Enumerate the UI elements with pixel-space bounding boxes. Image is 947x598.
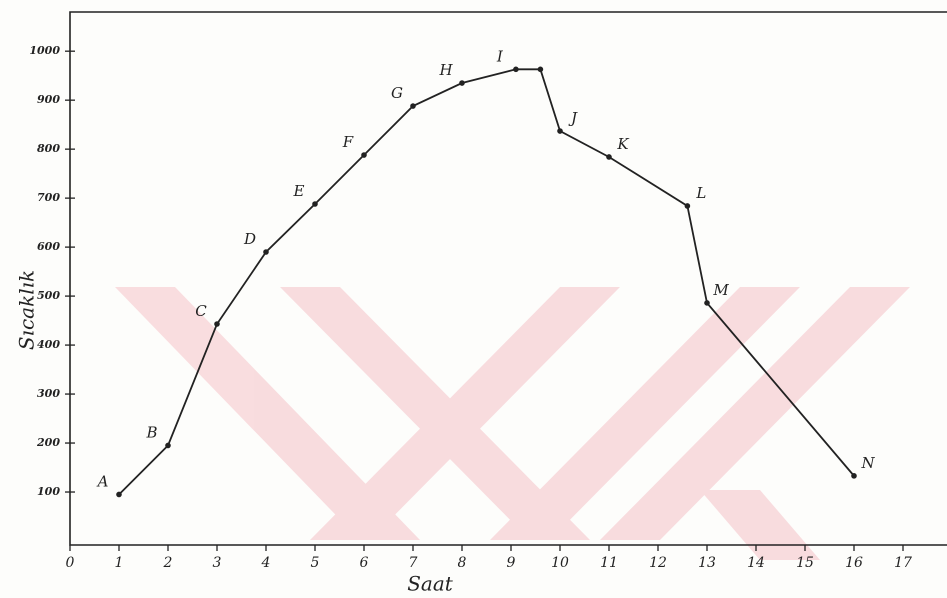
x-tick-label: 7 — [409, 555, 418, 571]
x-tick-label: 11 — [600, 555, 618, 571]
point-label: G — [391, 84, 403, 102]
x-tick-label: 5 — [311, 555, 320, 571]
data-point — [214, 321, 220, 327]
data-point — [606, 154, 612, 160]
x-tick-label: 17 — [894, 555, 912, 571]
y-tick-label: 1000 — [29, 44, 60, 57]
chart: Sıcaklık Saat 10020030040050060070080090… — [0, 0, 947, 598]
x-tick-label: 0 — [66, 555, 75, 571]
x-tick-label: 16 — [845, 555, 863, 571]
y-tick-label: 500 — [37, 289, 60, 302]
data-point — [513, 67, 519, 73]
y-tick-label: 600 — [37, 240, 60, 253]
point-label: B — [145, 423, 157, 441]
point-label: M — [712, 281, 729, 299]
y-tick-label: 200 — [36, 436, 60, 449]
point-label: K — [616, 135, 629, 153]
x-axis-label: Saat — [407, 572, 454, 596]
data-point — [851, 473, 857, 479]
data-point — [361, 152, 367, 158]
x-tick-label: 12 — [649, 555, 667, 571]
point-label: N — [860, 454, 875, 472]
data-point — [538, 67, 544, 73]
point-label: A — [96, 472, 109, 490]
point-label: F — [342, 133, 354, 151]
y-tick-label: 300 — [37, 387, 60, 400]
y-tick-label: 400 — [37, 338, 60, 351]
data-point — [704, 300, 710, 306]
point-label: I — [496, 47, 504, 65]
data-point — [685, 203, 691, 209]
point-label: C — [195, 302, 207, 320]
x-tick-label: 14 — [747, 555, 765, 571]
point-label: E — [293, 182, 305, 200]
x-tick-label: 3 — [213, 555, 222, 571]
point-label: D — [243, 230, 256, 248]
data-point — [116, 492, 122, 498]
y-axis-label: Sıcaklık — [15, 270, 39, 350]
x-tick-label: 9 — [507, 555, 516, 571]
x-tick-label: 13 — [698, 555, 716, 571]
data-point — [312, 201, 318, 207]
x-tick-label: 10 — [551, 555, 569, 571]
y-tick-label: 800 — [37, 142, 60, 155]
data-point — [557, 128, 563, 134]
x-tick-label: 1 — [115, 555, 124, 571]
point-label: J — [568, 109, 578, 127]
x-tick-label: 8 — [458, 555, 467, 571]
data-point — [459, 80, 465, 86]
y-tick-label: 100 — [37, 485, 60, 498]
point-label: H — [438, 61, 453, 79]
x-tick-label: 15 — [796, 555, 814, 571]
x-tick-label: 2 — [163, 555, 173, 571]
point-label: L — [695, 184, 706, 202]
data-point — [263, 249, 269, 255]
y-tick-label: 700 — [37, 191, 60, 204]
data-point — [165, 443, 171, 449]
x-tick-label: 4 — [261, 555, 271, 571]
x-tick-label: 6 — [360, 555, 369, 571]
watermark — [115, 287, 910, 560]
data-point — [410, 103, 416, 109]
y-tick-label: 900 — [37, 93, 60, 106]
